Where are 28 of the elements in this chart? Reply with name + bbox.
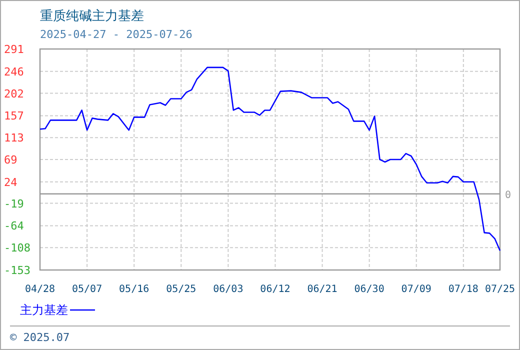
ref-line-label: 0 (505, 190, 512, 201)
y-tick-label: 157 (4, 110, 24, 123)
line-series (39, 66, 501, 252)
x-tick-label: 07/25 (484, 284, 516, 295)
x-tick-label: 05/16 (119, 284, 150, 295)
x-tick-label: 06/30 (354, 284, 384, 295)
y-tick-label: -108 (4, 242, 30, 255)
chart-subtitle: 2025-04-27 - 2025-07-26 (40, 28, 192, 41)
text: © 2025.07 (10, 331, 70, 344)
y-tick-label: 69 (4, 154, 18, 166)
y-tick-label: 24 (4, 176, 18, 189)
legend-label: 主力基差 (20, 303, 68, 317)
y-tick-label: 202 (4, 87, 24, 100)
x-tick-label: 04/28 (24, 284, 56, 295)
y-tick-label: 291 (4, 43, 24, 56)
y-tick-label: -64 (4, 220, 24, 233)
y-tick-label: -153 (4, 264, 30, 277)
x-tick-label: 05/07 (72, 284, 102, 295)
x-tick-label: 07/09 (401, 284, 432, 295)
x-tick-label: 07/18 (448, 284, 478, 295)
x-tick-label: 05/25 (166, 284, 196, 295)
y-tick-label: -19 (4, 197, 24, 210)
x-tick-label: 06/21 (307, 284, 338, 295)
y-tick-label: 246 (4, 65, 24, 78)
x-tick-label: 06/12 (260, 284, 290, 295)
y-tick-label: 113 (4, 132, 24, 145)
x-tick-label: 06/03 (213, 284, 244, 295)
chart-title: 重质纯碱主力基差 (40, 8, 144, 24)
